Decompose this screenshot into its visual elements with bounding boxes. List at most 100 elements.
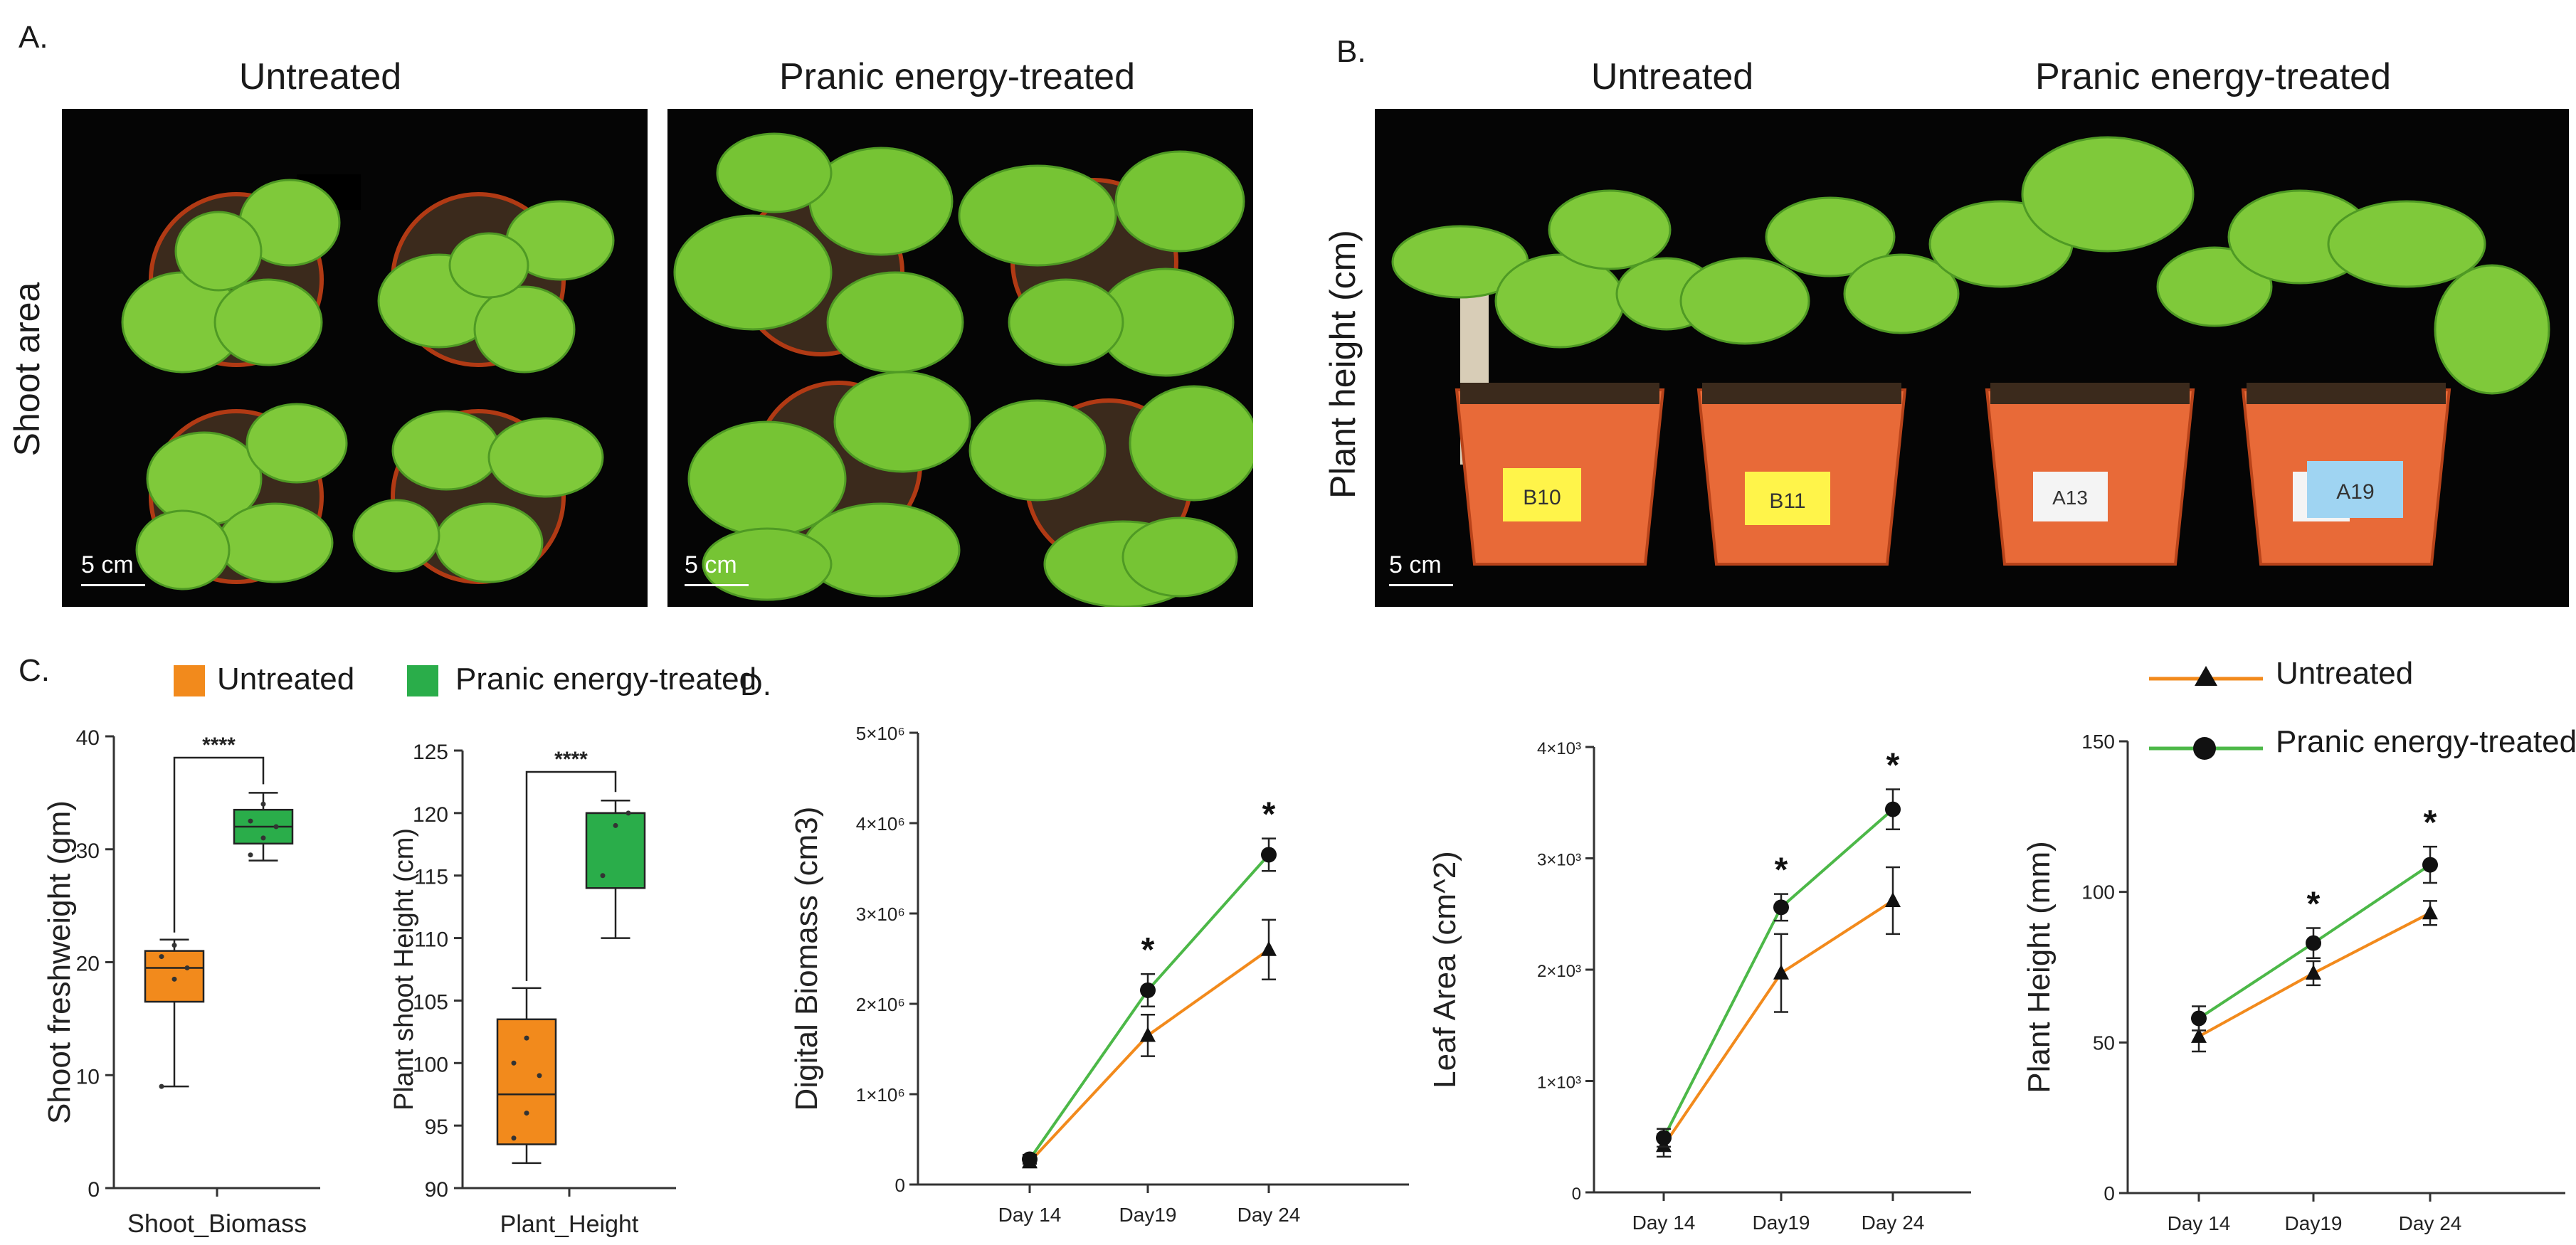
panel-a-scalebar-right-label: 5 cm bbox=[685, 551, 737, 578]
data-point bbox=[260, 801, 266, 807]
data-point bbox=[511, 1060, 517, 1066]
panel-a-scalebar-right: 5 cm bbox=[685, 551, 749, 586]
y-tick-label: 10 bbox=[76, 1065, 100, 1088]
y-axis-label: Plant shoot Height (cm) bbox=[389, 828, 419, 1111]
photo-untreated-top-view: 5 cm bbox=[62, 109, 648, 607]
y-tick-label: 150 bbox=[2081, 731, 2115, 753]
y-axis-label: Digital Biomass (cm3) bbox=[789, 807, 824, 1111]
panel-b-scalebar-line bbox=[1389, 584, 1453, 586]
data-point bbox=[184, 965, 190, 970]
panel-a-ylabel: Shoot area bbox=[7, 282, 47, 457]
panel-a-scalebar-left: 5 cm bbox=[81, 551, 145, 586]
panel-a-scalebar-left-label: 5 cm bbox=[81, 551, 134, 578]
marker-treated bbox=[2422, 857, 2438, 873]
legend-d-untreated-marker bbox=[2149, 666, 2263, 686]
panel-b-letter: B. bbox=[1336, 34, 1366, 69]
legend-d-treated: Pranic energy-treated bbox=[2149, 724, 2576, 767]
x-tick-label: Day19 bbox=[2285, 1212, 2343, 1234]
data-point bbox=[248, 818, 253, 824]
y-tick-label: 20 bbox=[76, 953, 100, 976]
y-tick-label: 105 bbox=[413, 990, 448, 1014]
y-axis-label: Shoot freshweight (gm) bbox=[42, 800, 77, 1124]
x-tick-label: Day 24 bbox=[2399, 1212, 2462, 1234]
data-point bbox=[273, 824, 279, 830]
panel-a-letter: A. bbox=[19, 20, 48, 55]
significance-star: * bbox=[1141, 931, 1155, 969]
data-point bbox=[524, 1035, 529, 1041]
y-tick-label: 40 bbox=[76, 726, 100, 750]
marker-treated bbox=[2306, 935, 2321, 951]
y-tick-label: 4×10³ bbox=[1537, 739, 1581, 758]
y-tick-label: 3×10³ bbox=[1537, 851, 1581, 870]
panel-a-scalebar-right-line bbox=[685, 584, 749, 586]
y-tick-label: 0 bbox=[895, 1175, 905, 1196]
significance-star: * bbox=[1262, 796, 1276, 834]
significance-star: * bbox=[1775, 852, 1788, 889]
x-tick-label: Day 14 bbox=[998, 1204, 1062, 1226]
significance-star: * bbox=[1886, 746, 1900, 784]
data-point bbox=[613, 822, 618, 828]
data-point bbox=[248, 852, 253, 858]
panel-a-title-treated: Pranic energy-treated bbox=[778, 56, 1136, 97]
x-category-label: Plant_Height bbox=[500, 1211, 639, 1238]
panel-a-title-untreated: Untreated bbox=[238, 56, 402, 97]
pot-label-3: A13 bbox=[2052, 487, 2088, 509]
legend-c-treated-swatch bbox=[407, 665, 438, 696]
legend-d-untreated-label: Untreated bbox=[2276, 656, 2414, 691]
marker-untreated bbox=[1140, 1027, 1156, 1042]
panel-b-scalebar-label: 5 cm bbox=[1389, 551, 1442, 578]
y-tick-label: 100 bbox=[413, 1053, 448, 1076]
y-tick-label: 90 bbox=[425, 1178, 448, 1202]
marker-untreated bbox=[1885, 891, 1901, 907]
untreated-plants-illustration bbox=[121, 174, 615, 590]
significance-star: * bbox=[2307, 885, 2321, 923]
data-point bbox=[524, 1111, 529, 1116]
y-tick-label: 5×10⁶ bbox=[856, 723, 905, 744]
x-tick-label: Day 24 bbox=[1237, 1204, 1301, 1226]
photo-side-view: B10 B11 A13 A19 5 cm bbox=[1375, 109, 2569, 607]
x-category-label: Shoot_Biomass bbox=[127, 1209, 307, 1238]
marker-treated bbox=[1261, 847, 1277, 863]
panel-c-letter: C. bbox=[19, 653, 50, 688]
y-tick-label: 100 bbox=[2081, 881, 2115, 904]
data-point bbox=[600, 873, 606, 879]
data-point bbox=[625, 810, 631, 816]
x-tick-label: Day 14 bbox=[1632, 1212, 1696, 1234]
chart-leaf-area: 0 1×10³ 2×10³ 3×10³ 4×10³ Day 14 Day19 Day 24 Le… bbox=[1427, 739, 1971, 1234]
marker-treated bbox=[1656, 1130, 1672, 1146]
marker-treated bbox=[1773, 899, 1789, 916]
panel-b-scalebar: 5 cm bbox=[1389, 551, 1453, 586]
marker-untreated bbox=[2191, 1027, 2207, 1043]
significance-label: **** bbox=[554, 748, 588, 771]
data-point bbox=[171, 976, 177, 982]
y-tick-label: 2×10³ bbox=[1537, 962, 1581, 981]
panel-b-title-treated: Pranic energy-treated bbox=[2034, 56, 2392, 97]
y-tick-label: 0 bbox=[1572, 1185, 1581, 1204]
pot-label-2: B11 bbox=[1769, 489, 1805, 513]
data-point bbox=[159, 954, 164, 960]
data-point bbox=[537, 1073, 542, 1079]
legend-c-untreated-swatch bbox=[174, 665, 205, 696]
x-tick-label: Day19 bbox=[1119, 1204, 1177, 1226]
side-view-plants-illustration: B10 B11 A13 A19 bbox=[1391, 136, 2550, 566]
chart-shoot-freshweight: 0 10 20 30 40 Shoot_Biomass Shoot freshweight … bbox=[42, 726, 320, 1238]
panel-d-letter: D. bbox=[740, 667, 771, 702]
significance-bracket bbox=[525, 770, 617, 981]
chart-digital-biomass: 0 1×10⁶ 2×10⁶ 3×10⁶ 4×10⁶ 5×10⁶ Day 14 Day19 Day… bbox=[789, 723, 1409, 1226]
marker-untreated bbox=[2306, 964, 2321, 980]
marker-treated bbox=[2191, 1010, 2207, 1027]
data-point bbox=[511, 1135, 517, 1141]
treated-plants-illustration bbox=[673, 132, 1253, 607]
legend-d-untreated: Untreated bbox=[2149, 656, 2548, 699]
significance-label: **** bbox=[202, 733, 236, 757]
chart-plant-shoot-height: 90 95 100 105 110 115 120 125 Plant_Height Plant … bbox=[389, 741, 676, 1238]
y-tick-label: 2×10⁶ bbox=[856, 994, 905, 1015]
y-tick-label: 0 bbox=[2103, 1182, 2115, 1204]
marker-untreated bbox=[1773, 964, 1789, 980]
marker-untreated bbox=[2422, 904, 2438, 920]
pot-label-1: B10 bbox=[1523, 486, 1561, 509]
panel-a-scalebar-left-line bbox=[81, 584, 145, 586]
y-axis-label: Plant Height (mm) bbox=[2022, 841, 2057, 1093]
x-tick-label: Day19 bbox=[1753, 1212, 1810, 1234]
panel-b-title-untreated: Untreated bbox=[1590, 56, 1754, 97]
